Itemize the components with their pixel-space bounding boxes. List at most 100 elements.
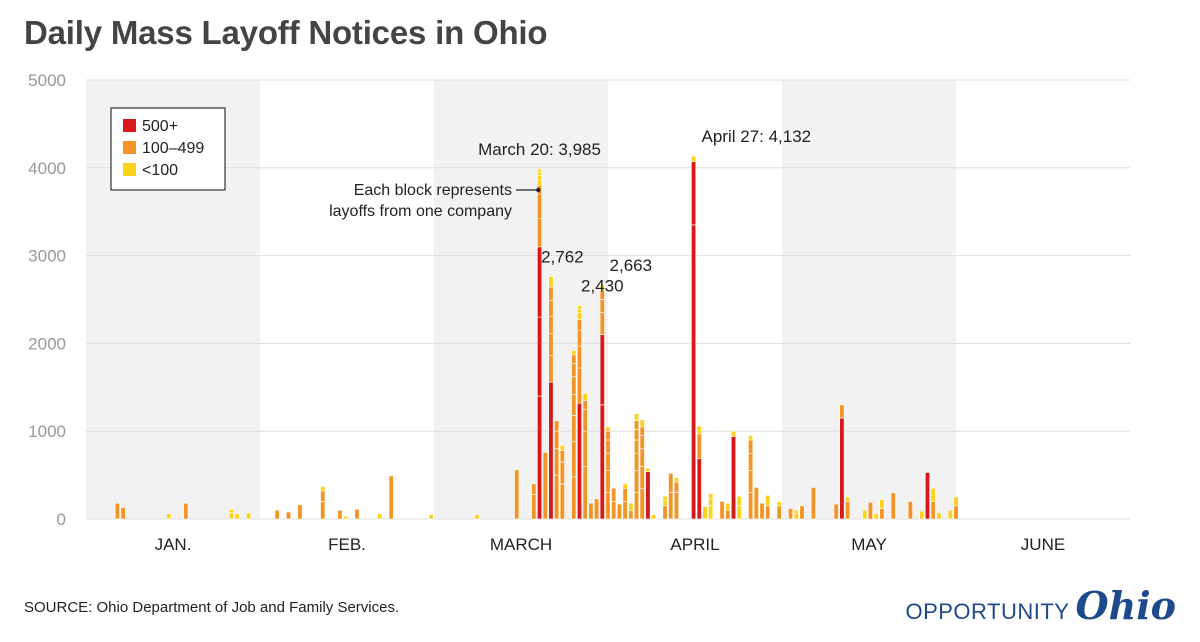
bar-block bbox=[428, 514, 434, 520]
data-label: April 27: 4,132 bbox=[702, 127, 812, 146]
bar-block bbox=[576, 345, 583, 369]
bar-block bbox=[377, 513, 383, 520]
bar-block bbox=[736, 495, 742, 507]
bar-block bbox=[554, 430, 560, 450]
bar-block bbox=[228, 509, 235, 514]
bar-block bbox=[285, 511, 292, 520]
bar-block bbox=[810, 487, 816, 520]
bar-block bbox=[867, 502, 873, 520]
bar-block bbox=[719, 501, 725, 520]
bar-block bbox=[605, 452, 611, 472]
bar-block bbox=[793, 509, 799, 515]
bar-block bbox=[354, 509, 360, 520]
bar-block bbox=[890, 492, 896, 520]
bar-block bbox=[605, 492, 611, 520]
bar-block bbox=[297, 504, 303, 520]
bar-block bbox=[228, 512, 235, 520]
bar-block bbox=[725, 509, 731, 520]
bar-block bbox=[748, 452, 754, 472]
bar-block bbox=[537, 171, 543, 177]
legend-swatch bbox=[123, 141, 136, 154]
bar-block bbox=[576, 319, 583, 331]
bar-block bbox=[582, 430, 588, 467]
note-text: layoffs from one company bbox=[329, 203, 512, 220]
bar-block bbox=[673, 477, 679, 483]
bar-block bbox=[639, 487, 645, 520]
bar-block bbox=[594, 498, 600, 520]
bar-block bbox=[599, 312, 605, 335]
bar-block bbox=[633, 470, 640, 493]
bar-block bbox=[924, 472, 931, 520]
bar-block bbox=[662, 500, 668, 507]
bar-block bbox=[599, 299, 605, 313]
bar-block bbox=[793, 513, 799, 520]
bar-block bbox=[639, 435, 645, 450]
x-tick-label: APRIL bbox=[670, 535, 719, 554]
bar-block bbox=[633, 429, 640, 441]
bar-block bbox=[548, 315, 554, 335]
bar-block bbox=[605, 439, 611, 454]
bar-block bbox=[673, 481, 679, 493]
bar-block bbox=[696, 458, 702, 520]
y-tick-label: 1000 bbox=[28, 422, 66, 441]
bar-block bbox=[639, 426, 645, 436]
x-axis-month-labels: JAN. FEB. MARCH APRIL MAY JUNE bbox=[155, 535, 1066, 554]
x-tick-label: FEB. bbox=[328, 535, 366, 554]
bar-block bbox=[788, 508, 794, 520]
bar-block bbox=[953, 496, 959, 507]
bar-block bbox=[702, 506, 708, 520]
y-tick-label: 0 bbox=[57, 510, 66, 529]
bar-block bbox=[930, 501, 936, 520]
bar-block bbox=[907, 501, 913, 520]
note-leader-dot bbox=[536, 187, 541, 193]
bar-block bbox=[662, 495, 668, 501]
bar-block bbox=[548, 333, 554, 356]
bar-block bbox=[537, 395, 543, 520]
legend-swatch bbox=[123, 119, 136, 132]
x-tick-label: JAN. bbox=[155, 535, 192, 554]
bar-block bbox=[639, 448, 645, 467]
bar-block bbox=[845, 496, 851, 502]
bar-block bbox=[537, 168, 543, 173]
bar-block bbox=[571, 363, 577, 378]
bar-block bbox=[845, 501, 851, 520]
opportunity-ohio-logo: OPPORTUNITY Ohio bbox=[905, 583, 1176, 628]
bar-block bbox=[622, 483, 628, 489]
bar-block bbox=[605, 426, 611, 432]
bar-block bbox=[748, 492, 754, 520]
bar-block bbox=[582, 466, 588, 520]
bar-block bbox=[708, 493, 714, 500]
bar-block bbox=[388, 475, 394, 520]
bar-block bbox=[599, 334, 605, 406]
bar-block bbox=[633, 413, 640, 421]
bar-block bbox=[748, 470, 754, 493]
bar-block bbox=[753, 487, 759, 520]
bar-block bbox=[166, 513, 172, 520]
bar-block bbox=[548, 300, 554, 317]
legend-swatch bbox=[123, 163, 136, 176]
bar-block bbox=[633, 492, 640, 520]
block-note: Each block represents layoffs from one co… bbox=[329, 182, 541, 220]
bar-block bbox=[599, 284, 605, 292]
bar-block bbox=[633, 452, 640, 472]
bar-block bbox=[662, 505, 668, 520]
bar-block bbox=[537, 218, 543, 248]
source-note: SOURCE: Ohio Department of Job and Famil… bbox=[24, 599, 400, 616]
bar-block bbox=[599, 404, 605, 520]
bar-block bbox=[651, 514, 657, 520]
bar-block bbox=[691, 224, 697, 520]
bar-block bbox=[559, 444, 565, 451]
bar-block bbox=[765, 505, 771, 520]
bar-block bbox=[576, 308, 583, 313]
bar-block bbox=[337, 509, 343, 520]
bar-block bbox=[833, 503, 839, 520]
bar-block bbox=[639, 419, 645, 428]
bar-block bbox=[576, 402, 583, 520]
bar-block bbox=[736, 505, 742, 520]
bar-block bbox=[879, 508, 885, 520]
bar-block bbox=[246, 512, 252, 520]
bar-block bbox=[708, 505, 714, 520]
bar-block bbox=[628, 502, 634, 511]
bar-block bbox=[274, 509, 280, 520]
data-label: 2,762 bbox=[541, 247, 584, 266]
